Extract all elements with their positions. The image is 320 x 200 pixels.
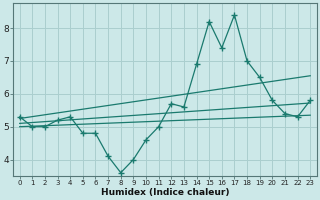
X-axis label: Humidex (Indice chaleur): Humidex (Indice chaleur) xyxy=(101,188,229,197)
